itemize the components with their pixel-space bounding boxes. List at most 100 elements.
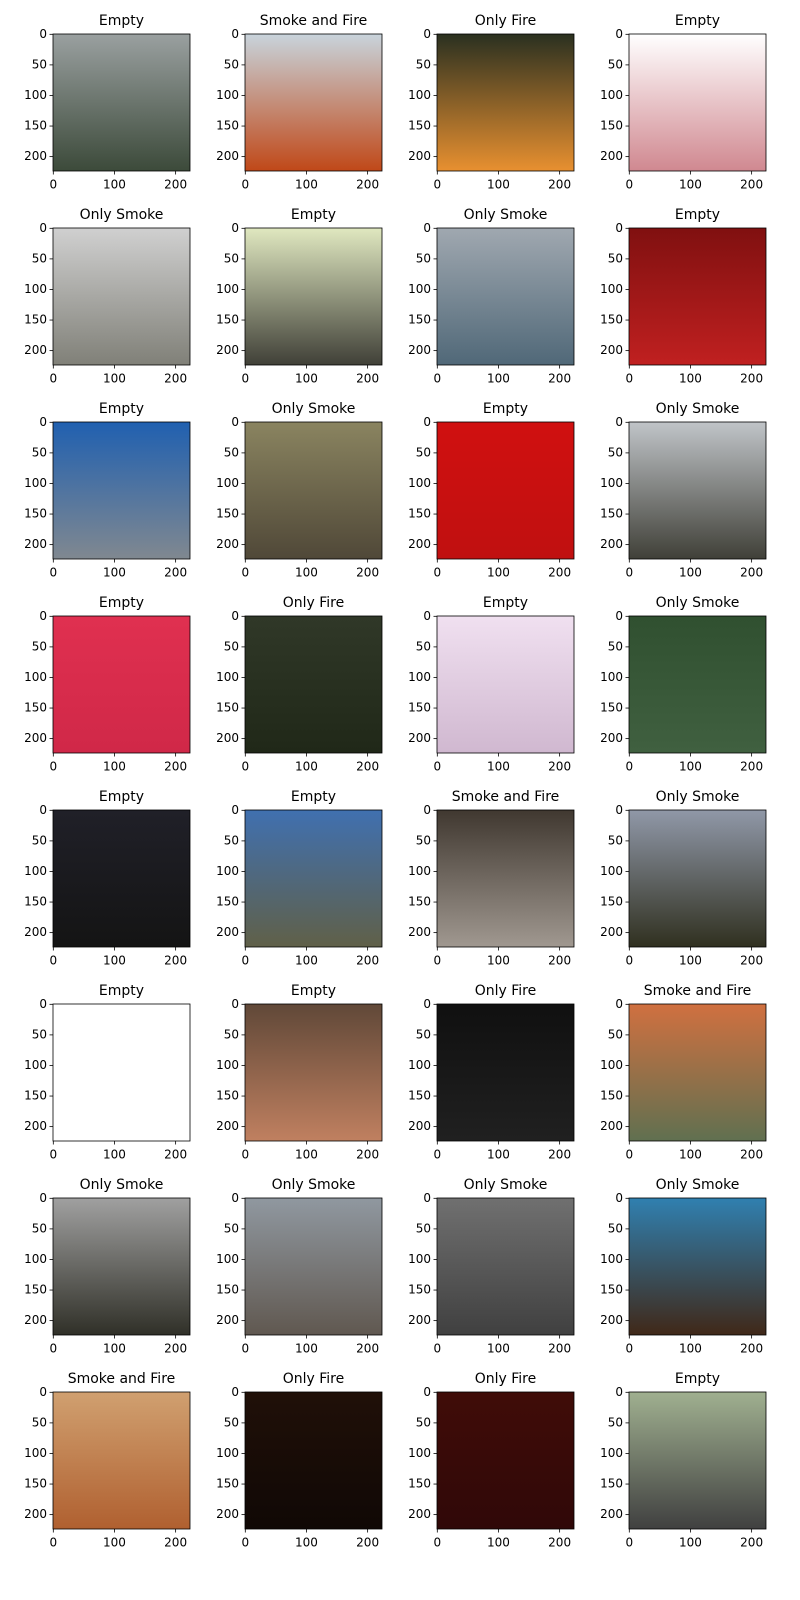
y-tick-label: 100: [216, 670, 239, 684]
image: [629, 1198, 766, 1335]
x-tick-label: 100: [103, 954, 126, 968]
y-tick-label: 50: [608, 1027, 623, 1041]
panel-title: Only Fire: [475, 1371, 537, 1387]
y-tick-label: 150: [216, 507, 239, 521]
y-tick-label: 50: [608, 639, 623, 653]
y-tick-label: 0: [615, 609, 623, 623]
x-tick-label: 100: [103, 566, 126, 580]
axes-frame: [244, 809, 383, 948]
axes-frame: [628, 227, 767, 366]
y-tick-label: 100: [216, 88, 239, 102]
image: [245, 1392, 382, 1529]
x-tick-label: 0: [241, 178, 249, 192]
panel-title: Smoke and Fire: [260, 13, 368, 29]
y-tick-label: 200: [216, 537, 239, 551]
y-tick-label: 150: [600, 701, 623, 715]
y-tick-label: 150: [600, 1477, 623, 1491]
image: [629, 228, 766, 365]
y-tick-label: 50: [416, 1221, 431, 1235]
y-tick-label: 0: [231, 609, 239, 623]
y-tick-label: 150: [216, 1089, 239, 1103]
x-tick-label: 200: [548, 1148, 571, 1162]
axes-frame: [436, 809, 575, 948]
x-tick-label: 0: [49, 372, 57, 386]
x-tick-label: 0: [49, 760, 57, 774]
x-tick-label: 100: [295, 1148, 318, 1162]
y-tick-label: 100: [24, 1252, 47, 1266]
y-tick-label: 0: [423, 1191, 431, 1205]
axes-frame: [52, 227, 191, 366]
image: [437, 810, 574, 947]
y-tick-label: 150: [600, 1089, 623, 1103]
panel-title: Only Smoke: [272, 401, 356, 417]
x-tick-label: 100: [679, 1148, 702, 1162]
y-tick-label: 0: [39, 415, 47, 429]
x-tick-label: 0: [49, 1148, 57, 1162]
x-tick-label: 0: [433, 760, 441, 774]
x-tick-label: 200: [548, 954, 571, 968]
y-tick-label: 150: [216, 701, 239, 715]
x-tick-label: 200: [164, 178, 187, 192]
axes-frame: [436, 33, 575, 172]
y-tick-label: 50: [32, 1221, 47, 1235]
x-tick-label: 0: [433, 954, 441, 968]
y-tick-label: 150: [24, 119, 47, 133]
y-tick-label: 200: [24, 537, 47, 551]
image: [629, 1004, 766, 1141]
y-tick-label: 100: [216, 1058, 239, 1072]
x-tick-label: 0: [241, 760, 249, 774]
x-tick-label: 200: [164, 1536, 187, 1550]
image: [437, 616, 574, 753]
image: [53, 1198, 190, 1335]
y-tick-label: 0: [423, 415, 431, 429]
image: [437, 1004, 574, 1141]
x-tick-label: 200: [740, 178, 763, 192]
y-tick-label: 50: [224, 639, 239, 653]
image: [629, 34, 766, 171]
image: [629, 1392, 766, 1529]
x-tick-label: 200: [164, 566, 187, 580]
axes-frame: [628, 615, 767, 754]
y-tick-label: 50: [416, 251, 431, 265]
y-tick-label: 200: [600, 1507, 623, 1521]
axes-frame: [52, 33, 191, 172]
y-tick-label: 100: [408, 670, 431, 684]
y-tick-label: 100: [600, 476, 623, 490]
x-tick-label: 0: [241, 1536, 249, 1550]
y-tick-label: 150: [24, 507, 47, 521]
y-tick-label: 0: [615, 27, 623, 41]
y-tick-label: 100: [600, 282, 623, 296]
axes-frame: [436, 1391, 575, 1530]
x-tick-label: 0: [433, 1536, 441, 1550]
y-tick-label: 0: [423, 27, 431, 41]
y-tick-label: 150: [408, 1283, 431, 1297]
y-tick-label: 0: [423, 609, 431, 623]
x-tick-label: 200: [548, 372, 571, 386]
y-tick-label: 0: [423, 997, 431, 1011]
panel-title: Only Smoke: [656, 789, 740, 805]
y-tick-label: 200: [24, 1119, 47, 1133]
x-tick-label: 100: [679, 1342, 702, 1356]
y-tick-label: 100: [600, 1446, 623, 1460]
y-tick-label: 200: [24, 149, 47, 163]
panel-title: Smoke and Fire: [644, 983, 752, 999]
y-tick-label: 0: [615, 803, 623, 817]
y-tick-label: 100: [408, 864, 431, 878]
y-tick-label: 200: [600, 343, 623, 357]
panel-title: Only Smoke: [80, 207, 164, 223]
y-tick-label: 200: [600, 925, 623, 939]
x-tick-label: 200: [740, 566, 763, 580]
x-tick-label: 100: [103, 1536, 126, 1550]
y-tick-label: 0: [615, 415, 623, 429]
y-tick-label: 0: [615, 221, 623, 235]
panel-title: Only Smoke: [272, 1177, 356, 1193]
axes-frame: [436, 1197, 575, 1336]
x-tick-label: 200: [548, 566, 571, 580]
axes-frame: [244, 1003, 383, 1142]
y-tick-label: 150: [600, 507, 623, 521]
axes-frame: [628, 809, 767, 948]
x-tick-label: 0: [625, 372, 633, 386]
y-tick-label: 200: [600, 1313, 623, 1327]
y-tick-label: 200: [408, 1119, 431, 1133]
